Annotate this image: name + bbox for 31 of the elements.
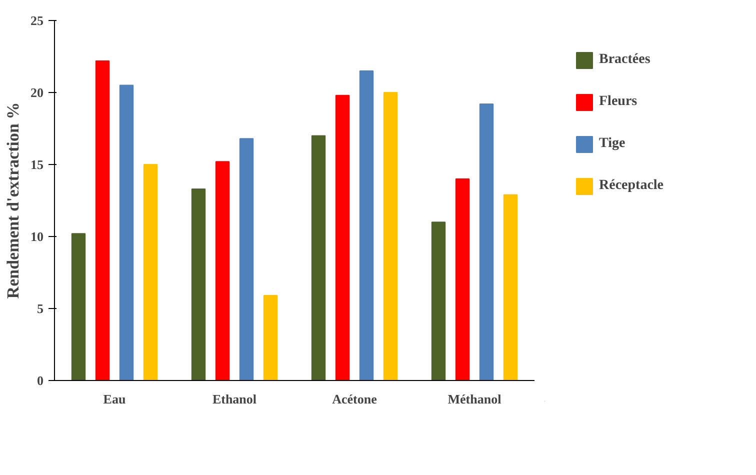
bar [71,233,86,380]
legend-label: Réceptacle [599,178,664,194]
y-tick-label: 0 [37,373,44,388]
bar [431,222,446,380]
bar [263,295,278,380]
legend-label: Fleurs [599,94,638,110]
x-tick-label: Ethanol [212,392,257,406]
x-tick-label: Méthanol [448,392,502,406]
y-tick-label: 5 [37,301,44,316]
legend-label: Tige [599,136,626,152]
y-tick-label: 25 [30,13,44,28]
bar [503,194,518,380]
y-tick-label: 15 [30,157,44,172]
bar [383,92,398,380]
bar [479,104,494,380]
legend-label: Bractées [599,52,650,68]
bar [311,135,326,380]
y-axis-title: Rendement d'extraction % [4,102,22,299]
bar [215,161,230,380]
bar [95,60,110,380]
x-tick-label: Eau [103,392,126,406]
bar [191,188,206,380]
bar [143,164,158,380]
bar [239,138,254,380]
bar [119,84,134,380]
y-tick-label: 20 [30,85,44,100]
bar [335,94,350,380]
bar [359,70,374,380]
y-tick-label: 10 [30,229,44,244]
x-tick-label: Acétone [332,392,378,406]
bar [455,178,470,380]
